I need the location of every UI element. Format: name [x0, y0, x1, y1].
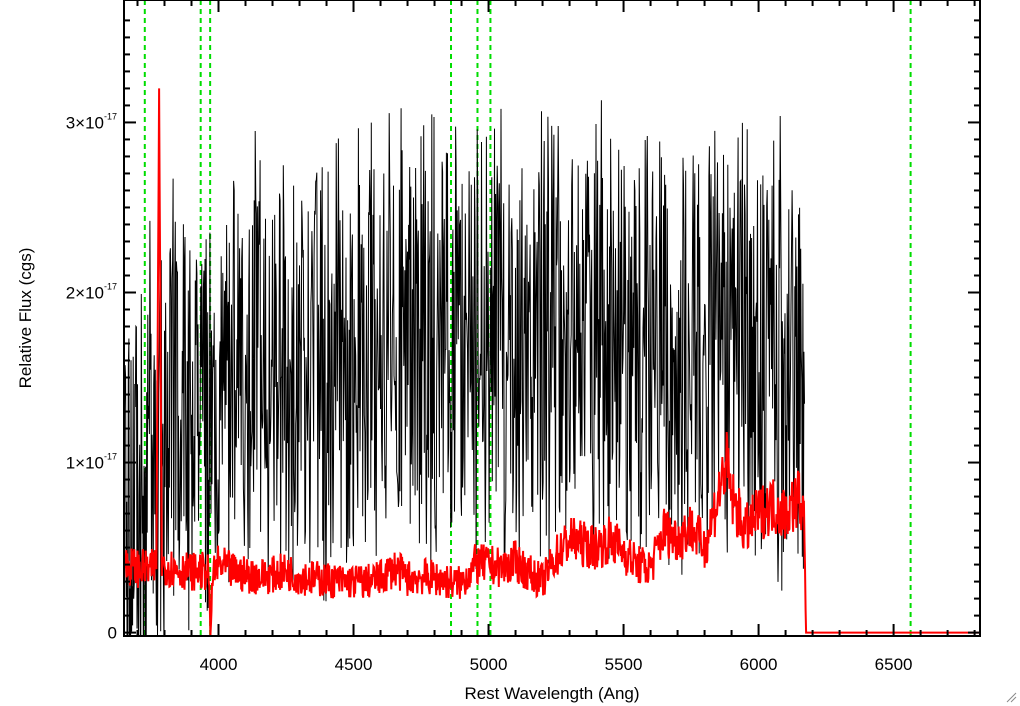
resize-grip-icon[interactable] [1005, 691, 1017, 703]
x-tick-label: 4000 [200, 655, 238, 674]
x-tick-label: 4500 [335, 655, 373, 674]
spectrum-series [124, 100, 805, 636]
x-axis-ticks: 4000 4500 5000 5500 6000 6500 [136, 0, 976, 674]
y-axis-title: Relative Flux (cgs) [16, 248, 35, 389]
x-tick-label: 6500 [875, 655, 913, 674]
y-tick-label: 1×10-17 [66, 452, 117, 473]
y-tick-label: 0 [108, 624, 117, 643]
x-tick-label: 5500 [605, 655, 643, 674]
y-tick-label: 2×10-17 [66, 281, 117, 302]
noise-line [124, 88, 980, 636]
y-axis-ticks: 0 1×10-17 2×10-17 3×10-17 [66, 19, 980, 643]
spectrum-line [124, 100, 805, 636]
x-axis-title: Rest Wavelength (Ang) [464, 684, 639, 703]
noise-series [124, 88, 980, 636]
plot-frame [123, 0, 981, 637]
x-tick-label: 6000 [740, 655, 778, 674]
y-tick-label: 3×10-17 [66, 111, 117, 132]
x-tick-label: 5000 [470, 655, 508, 674]
